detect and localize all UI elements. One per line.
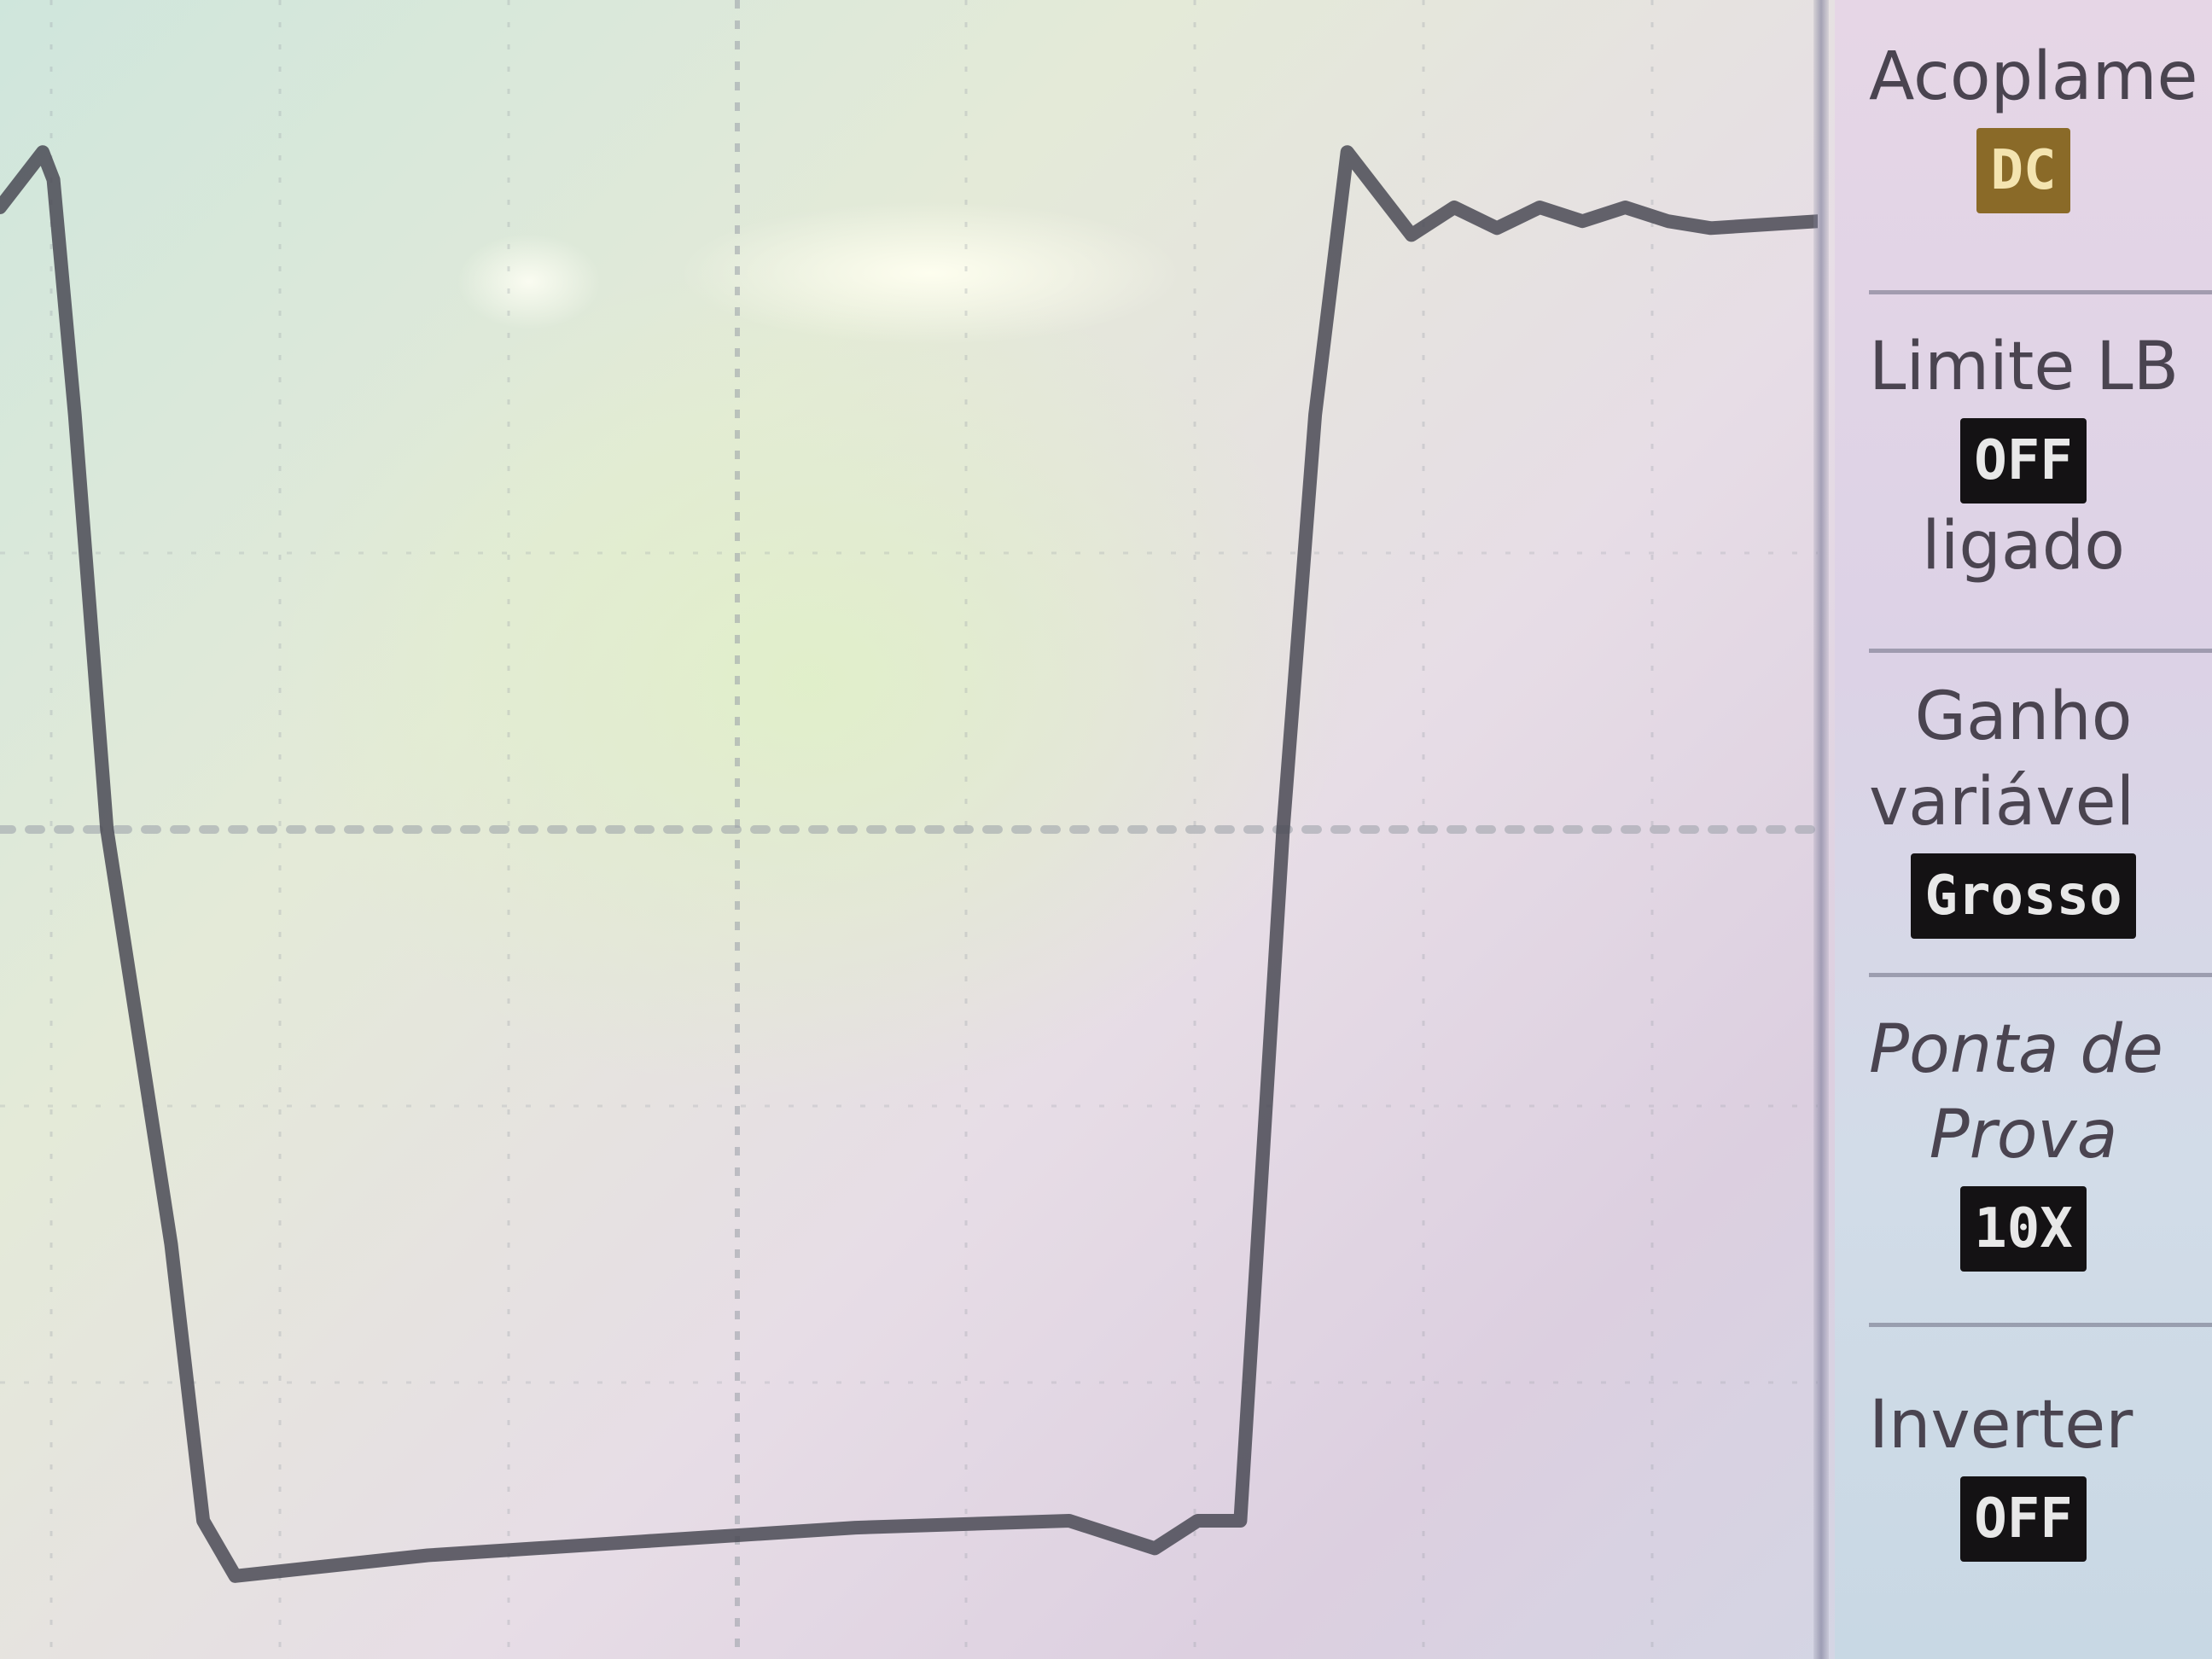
menu-separator xyxy=(1869,973,2212,977)
waveform-trace-line xyxy=(0,145,1818,1583)
trace xyxy=(0,145,1818,1583)
volts-div-sub-label: variável xyxy=(1869,764,2135,841)
menu-divider xyxy=(1813,0,1829,1659)
menu-item-probe[interactable]: Ponta de Prova 10X xyxy=(1835,1007,2212,1272)
bandwidth-limit-label: Limite LB xyxy=(1869,329,2180,405)
menu-item-bandwidth-limit[interactable]: Limite LB OFF ligado xyxy=(1835,324,2212,589)
invert-value: OFF xyxy=(1960,1476,2087,1562)
probe-value: 10X xyxy=(1960,1186,2087,1272)
menu-separator xyxy=(1869,1323,2212,1327)
probe-sub-label: Prova xyxy=(1929,1097,2118,1173)
menu-item-invert[interactable]: Inverter OFF xyxy=(1835,1382,2212,1562)
waveform-display xyxy=(0,0,1818,1659)
graticule xyxy=(0,0,1818,1659)
bandwidth-limit-sub-label: ligado xyxy=(1922,508,2125,585)
probe-label: Ponta de xyxy=(1869,1011,2163,1088)
menu-separator xyxy=(1869,290,2212,294)
channel-menu: Acoplame DC Limite LB OFF ligado Ganho v… xyxy=(1835,0,2212,1659)
volts-div-value: Grosso xyxy=(1911,853,2136,939)
menu-separator xyxy=(1869,649,2212,653)
volts-div-label: Ganho xyxy=(1914,678,2133,755)
invert-label: Inverter xyxy=(1869,1387,2133,1464)
menu-item-coupling[interactable]: Acoplame DC xyxy=(1835,34,2212,213)
menu-item-volts-div[interactable]: Ganho variável Grosso xyxy=(1835,674,2212,939)
coupling-value: DC xyxy=(1976,128,2070,213)
bandwidth-limit-value: OFF xyxy=(1960,418,2087,504)
waveform-plot xyxy=(0,0,1818,1659)
coupling-label: Acoplame xyxy=(1869,38,2198,115)
